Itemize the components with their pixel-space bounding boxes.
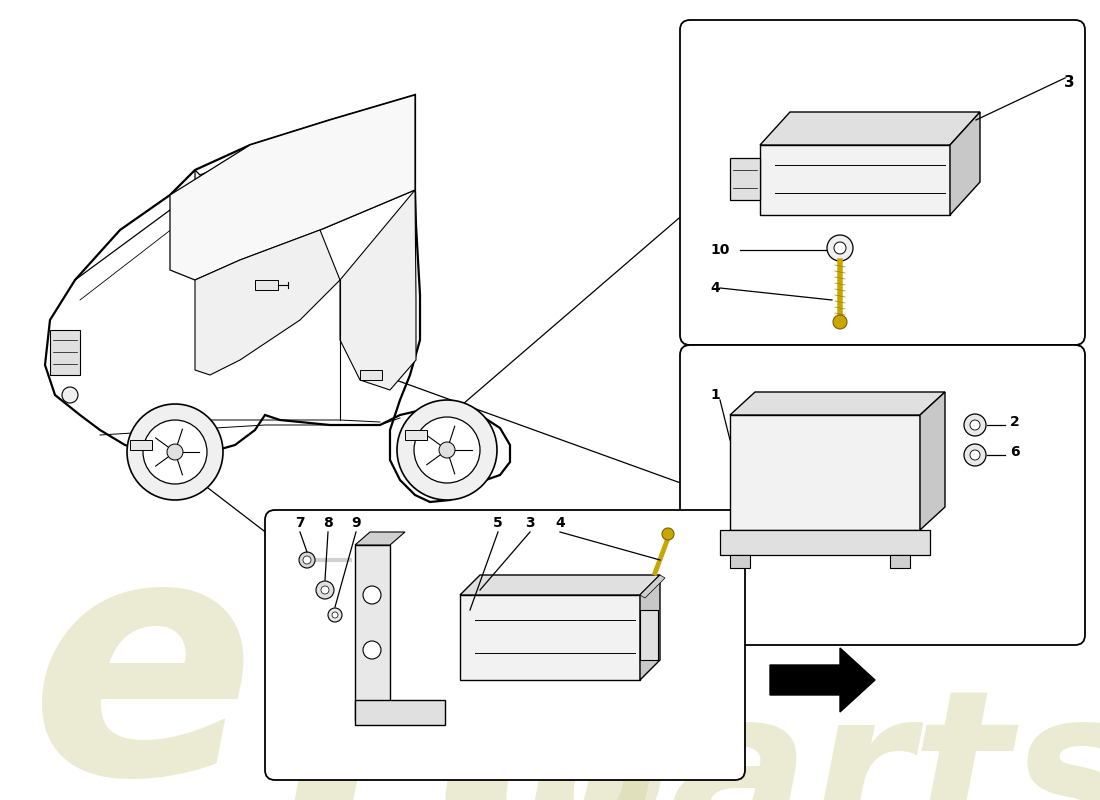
Polygon shape — [340, 190, 416, 390]
Circle shape — [126, 404, 223, 500]
Text: 10: 10 — [710, 243, 729, 257]
Circle shape — [970, 420, 980, 430]
Circle shape — [964, 444, 986, 466]
Text: 8: 8 — [323, 516, 333, 530]
Polygon shape — [760, 145, 950, 215]
Polygon shape — [355, 545, 390, 720]
Circle shape — [662, 528, 674, 540]
Polygon shape — [130, 440, 152, 450]
FancyBboxPatch shape — [265, 510, 745, 780]
Circle shape — [414, 417, 480, 483]
Polygon shape — [170, 95, 415, 280]
Polygon shape — [890, 555, 910, 568]
Circle shape — [363, 641, 381, 659]
Polygon shape — [950, 112, 980, 215]
Circle shape — [328, 608, 342, 622]
Polygon shape — [355, 700, 446, 725]
Polygon shape — [460, 595, 640, 680]
Polygon shape — [355, 532, 405, 545]
Text: 4: 4 — [710, 281, 719, 295]
Polygon shape — [770, 648, 875, 712]
Polygon shape — [730, 158, 760, 200]
Polygon shape — [195, 105, 415, 280]
Polygon shape — [720, 530, 930, 555]
Text: 5: 5 — [493, 516, 503, 530]
Text: 4: 4 — [556, 516, 565, 530]
FancyBboxPatch shape — [680, 345, 1085, 645]
Circle shape — [363, 586, 381, 604]
Circle shape — [827, 235, 853, 261]
FancyBboxPatch shape — [680, 20, 1085, 345]
Circle shape — [321, 586, 329, 594]
Text: 7: 7 — [295, 516, 305, 530]
Polygon shape — [730, 415, 920, 530]
Polygon shape — [640, 575, 666, 598]
Polygon shape — [920, 392, 945, 530]
Circle shape — [316, 581, 334, 599]
Circle shape — [970, 450, 980, 460]
Polygon shape — [640, 575, 660, 680]
Text: 1: 1 — [710, 388, 719, 402]
Polygon shape — [45, 95, 510, 502]
Polygon shape — [640, 610, 658, 660]
Polygon shape — [195, 230, 340, 375]
Circle shape — [439, 442, 455, 458]
Text: 3: 3 — [525, 516, 535, 530]
Polygon shape — [460, 575, 660, 595]
Polygon shape — [360, 370, 382, 380]
Circle shape — [143, 420, 207, 484]
Polygon shape — [760, 112, 980, 145]
Text: 9: 9 — [351, 516, 361, 530]
Text: 3: 3 — [1065, 75, 1075, 90]
Circle shape — [299, 552, 315, 568]
Circle shape — [62, 387, 78, 403]
Circle shape — [834, 242, 846, 254]
Text: 2: 2 — [1010, 415, 1020, 429]
Circle shape — [833, 315, 847, 329]
Text: parts: parts — [520, 680, 1100, 800]
Circle shape — [167, 444, 183, 460]
Polygon shape — [730, 555, 750, 568]
Circle shape — [332, 612, 338, 618]
Polygon shape — [730, 392, 945, 415]
Polygon shape — [405, 430, 427, 440]
Polygon shape — [50, 330, 80, 375]
Text: ro: ro — [270, 620, 663, 800]
Circle shape — [397, 400, 497, 500]
Text: a passion for parts since 1995: a passion for parts since 1995 — [414, 742, 686, 760]
Circle shape — [964, 414, 986, 436]
Circle shape — [302, 556, 311, 564]
Polygon shape — [255, 280, 278, 290]
Text: eu: eu — [30, 520, 494, 800]
Text: 6: 6 — [1010, 445, 1020, 459]
